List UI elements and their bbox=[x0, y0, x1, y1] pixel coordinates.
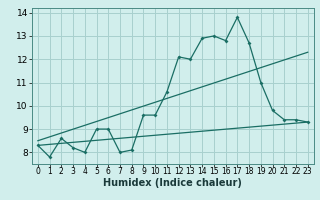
X-axis label: Humidex (Indice chaleur): Humidex (Indice chaleur) bbox=[103, 178, 242, 188]
